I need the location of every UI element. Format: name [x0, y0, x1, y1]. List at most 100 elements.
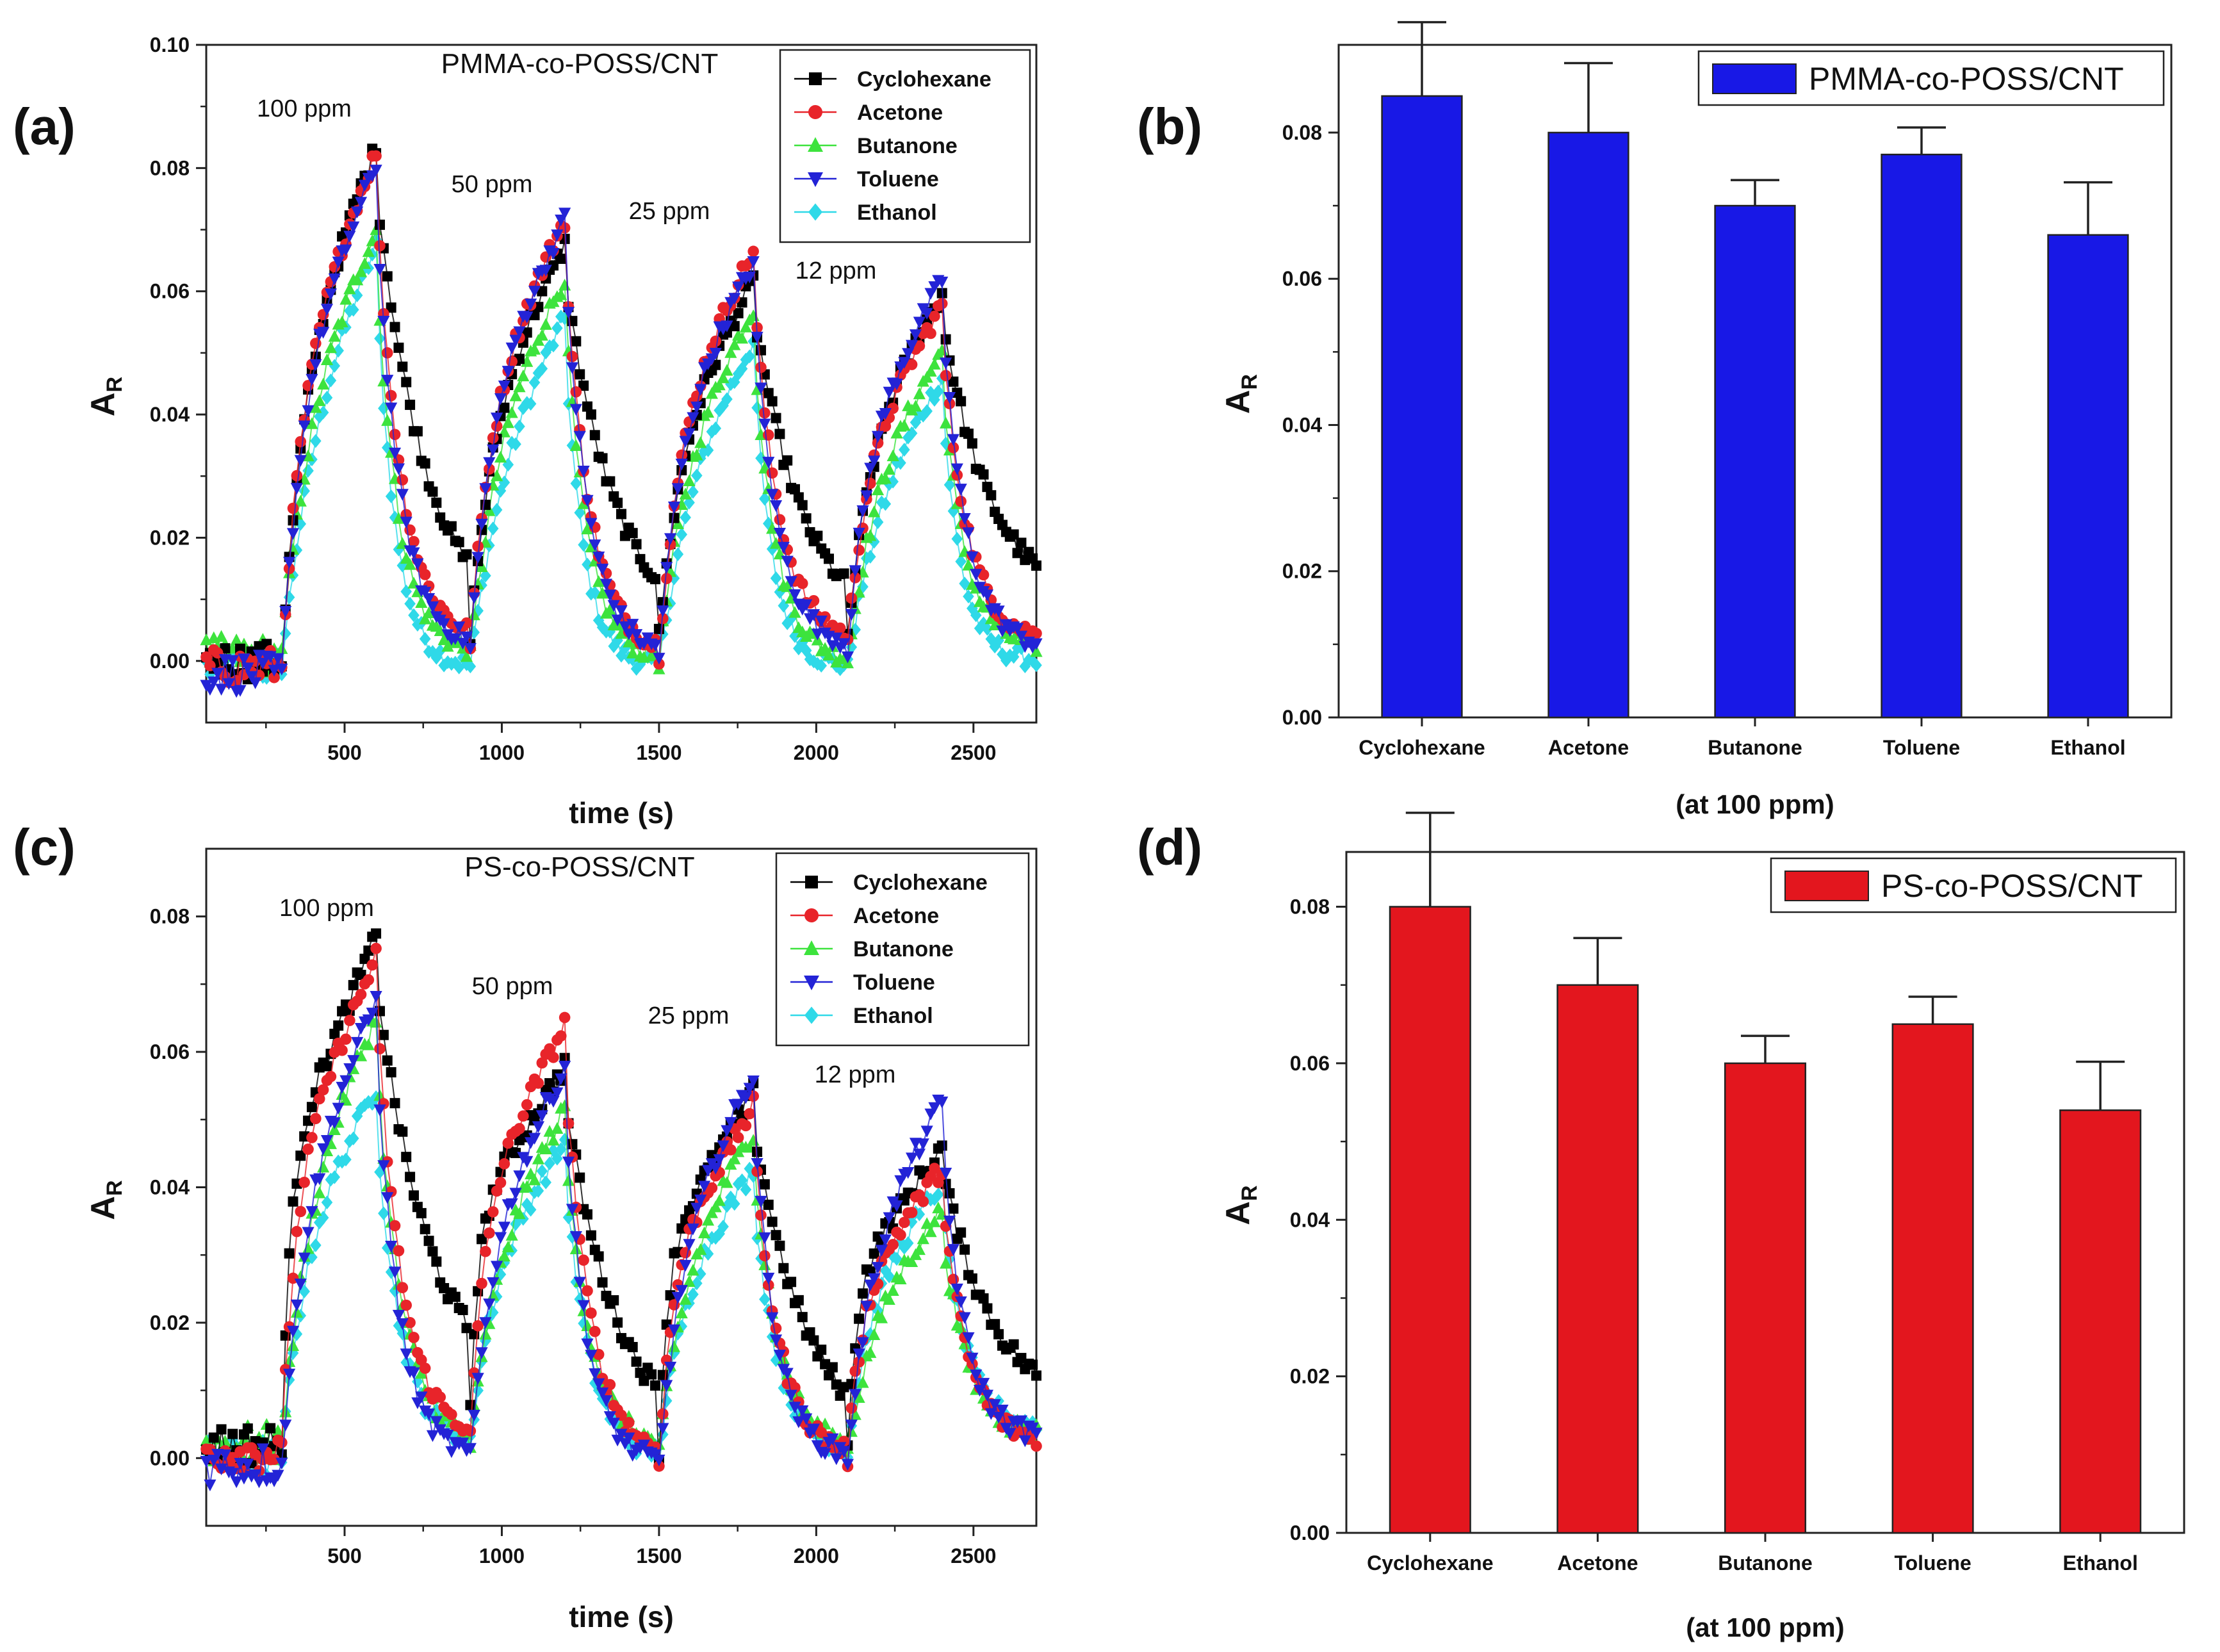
data-point — [702, 1247, 714, 1261]
data-point — [585, 1307, 597, 1319]
data-point — [913, 1243, 926, 1255]
data-point — [988, 1399, 1001, 1411]
data-point — [494, 450, 507, 463]
data-point — [426, 601, 439, 614]
series-toluene — [200, 165, 1043, 698]
data-point — [977, 1378, 990, 1390]
x-tick-label: 2000 — [794, 741, 839, 764]
data-point — [333, 1020, 344, 1031]
data-point — [864, 1346, 877, 1358]
x-tick-label: 1500 — [636, 1544, 682, 1567]
data-point — [940, 1168, 952, 1180]
data-point — [1004, 1428, 1016, 1440]
data-point — [762, 1272, 775, 1285]
data-point — [698, 1226, 711, 1239]
data-point — [471, 552, 484, 564]
data-point — [920, 370, 933, 383]
data-point — [899, 1216, 910, 1229]
legend-marker-icon — [804, 940, 819, 955]
data-point — [332, 1102, 345, 1115]
data-point — [612, 1317, 623, 1328]
data-point — [690, 448, 703, 461]
data-point — [902, 1167, 915, 1179]
data-point — [815, 616, 828, 628]
panel-a: (a) 0.00 0.02 0.04 0.06 0.08 0.10 AR 500 1000 1500… — [13, 33, 1043, 830]
data-point — [313, 1093, 325, 1105]
data-point — [1016, 537, 1027, 548]
data-point — [555, 1142, 567, 1156]
data-point — [396, 1326, 409, 1341]
data-point — [569, 404, 582, 416]
y-tick-label: 0.06 — [150, 280, 190, 303]
data-point — [377, 1160, 390, 1172]
data-point — [755, 451, 767, 466]
data-point — [551, 321, 563, 336]
data-point — [593, 1251, 604, 1262]
data-point — [536, 361, 548, 376]
data-point — [472, 1320, 484, 1332]
data-point — [1031, 628, 1042, 639]
data-point — [724, 346, 737, 358]
data-point — [868, 505, 881, 518]
x-tick-label: 1000 — [479, 741, 525, 764]
data-point — [494, 1177, 507, 1189]
data-point — [322, 1061, 332, 1072]
data-point — [343, 231, 356, 243]
data-point — [947, 442, 959, 454]
data-point — [295, 517, 307, 531]
data-point — [347, 1055, 360, 1067]
data-point — [509, 389, 522, 402]
data-point — [484, 463, 495, 475]
data-point — [328, 330, 341, 342]
data-point — [585, 518, 598, 530]
data-point — [841, 651, 854, 664]
data-point — [824, 1370, 834, 1380]
data-point — [667, 1340, 681, 1352]
data-point — [951, 463, 963, 475]
x-tick-label: Butanone — [1718, 1551, 1813, 1574]
data-point — [544, 1043, 555, 1055]
data-point — [513, 380, 526, 393]
x-tick-label: Toluene — [1883, 736, 1960, 759]
data-point — [295, 1150, 306, 1161]
data-point — [962, 527, 975, 539]
data-point — [393, 342, 404, 353]
data-point — [200, 1455, 213, 1468]
data-point — [343, 1063, 356, 1075]
data-point — [241, 662, 254, 675]
data-point — [535, 329, 548, 341]
data-point — [1011, 623, 1024, 635]
data-point — [747, 245, 759, 258]
data-point — [396, 474, 409, 486]
data-point — [370, 165, 382, 177]
data-point — [800, 599, 813, 611]
panel-label: (a) — [13, 98, 76, 155]
data-point — [958, 1312, 971, 1324]
data-point — [483, 504, 496, 516]
data-point — [268, 664, 281, 677]
data-point — [551, 1122, 564, 1134]
data-point — [249, 677, 262, 689]
data-point — [393, 1245, 405, 1257]
data-point — [215, 1463, 228, 1476]
data-point — [627, 528, 638, 539]
data-point — [427, 486, 438, 497]
data-point — [1008, 1339, 1019, 1350]
legend-entry: Toluene — [857, 167, 939, 192]
data-point — [899, 443, 910, 457]
data-point — [958, 1337, 971, 1350]
data-point — [401, 1152, 412, 1163]
data-point — [371, 928, 382, 939]
data-point — [947, 434, 959, 446]
data-point — [431, 1256, 442, 1267]
data-point — [906, 1207, 918, 1218]
data-point — [302, 1227, 314, 1239]
data-point — [687, 485, 699, 499]
data-point — [872, 1231, 883, 1242]
data-point — [252, 1476, 266, 1489]
data-point — [396, 559, 409, 573]
data-point — [902, 348, 915, 360]
data-point — [992, 605, 1005, 617]
data-point — [709, 1163, 722, 1175]
data-point — [275, 664, 288, 676]
